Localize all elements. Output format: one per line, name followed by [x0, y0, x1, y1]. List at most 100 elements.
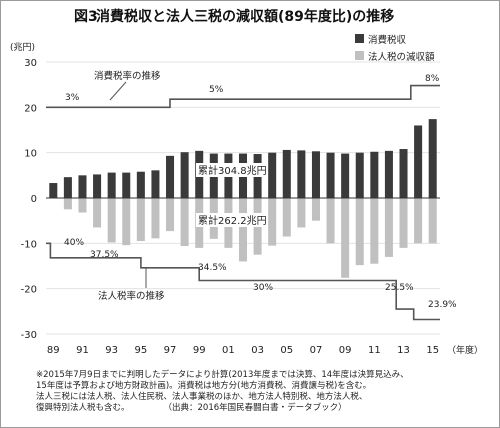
- bar-corporate-95: [136, 198, 145, 242]
- bar-corporate-91: [78, 198, 87, 213]
- y-tick-label: -30: [21, 330, 37, 341]
- corporate-rate-23-9: 23.9%: [428, 300, 457, 310]
- corporate-total-bg: [196, 213, 266, 227]
- x-tick-label: 95: [134, 345, 147, 356]
- bar-consumption-10: [355, 152, 364, 198]
- bar-consumption-90: [63, 177, 72, 198]
- bar-consumption-97: [166, 155, 175, 198]
- consumption-rate-8: 8%: [425, 74, 440, 84]
- axis-layer: 30 20 10 0 -10 -20 -30 (兆円) 89 91 93 95 97 99 01 03 05 07…: [10, 42, 483, 356]
- bar-corporate-97: [166, 198, 175, 232]
- bar-consumption-15: [428, 119, 437, 198]
- x-tick-label: 01: [222, 345, 235, 356]
- x-tick-label: 07: [310, 345, 323, 356]
- y-tick-label: 30: [24, 58, 37, 69]
- bar-consumption-91: [78, 175, 87, 198]
- title-bar: 図3 消費税収と法人三税の減収額(89年度比)の推移: [0, 0, 498, 26]
- corporate-total: 累計262.2兆円: [198, 214, 267, 227]
- bar-corporate-04: [268, 198, 277, 246]
- bar-consumption-95: [136, 171, 145, 198]
- bar-corporate-06: [297, 198, 306, 228]
- bar-consumption-92: [93, 174, 102, 198]
- note-line-3: 法人三税には法人税、法人住民税、法人事業税のほか、地方法人特別税、地方法人税、: [36, 392, 368, 402]
- corporate-rate-34-5: 34.5%: [198, 263, 227, 273]
- consumption-label-leader: [109, 81, 127, 101]
- x-tick-label: 89: [47, 345, 60, 356]
- x-tick-label: 93: [105, 345, 118, 356]
- bar-corporate-90: [63, 198, 72, 210]
- x-tick-label: 99: [193, 345, 206, 356]
- corporate-rate-40: 40%: [64, 238, 84, 248]
- bar-corporate-07: [311, 198, 320, 221]
- bar-corporate-13: [399, 198, 408, 248]
- bar-corporate-08: [326, 198, 335, 244]
- bar-corporate-15: [428, 198, 437, 244]
- bar-corporate-11: [370, 198, 379, 264]
- corporate-rate-label: 法人税率の推移: [98, 290, 165, 302]
- bar-consumption-96: [151, 170, 160, 198]
- bar-corporate-02: [238, 198, 248, 262]
- legend-swatch-1: [355, 51, 364, 60]
- bar-consumption-07: [311, 151, 320, 198]
- x-tick-label: 11: [368, 345, 381, 356]
- y-tick-label: 20: [24, 103, 37, 114]
- x-tick-label: 13: [397, 345, 410, 356]
- x-tick-label: 15: [426, 345, 439, 356]
- bar-corporate-94: [122, 198, 131, 246]
- bar-corporate-10: [355, 198, 364, 266]
- y-tick-label: 0: [31, 194, 37, 205]
- bar-consumption-11: [370, 151, 379, 198]
- consumption-rate-label: 消費税率の推移: [94, 70, 161, 82]
- x-tick-label: 09: [339, 345, 352, 356]
- note-line-2: 15年度は予算および地方財政計画)。消費税は地方分(地方消費税、消費譲与税)を含…: [36, 381, 372, 391]
- bar-consumption-12: [384, 150, 393, 198]
- note-line-4: 復興特別法人税も含む。 （出典：2016年国民春闘白書・データブック）: [36, 403, 347, 413]
- bar-consumption-04: [268, 152, 277, 198]
- bar-corporate-05: [282, 198, 291, 237]
- bar-corporate-96: [151, 198, 160, 239]
- bar-consumption-94: [122, 172, 131, 198]
- bar-consumption-13: [399, 149, 408, 198]
- note-line-1: ※2015年7月9日までに判明したデータにより計算(2013年度までは決算、14…: [36, 370, 409, 380]
- consumption-rate-line: [46, 84, 440, 109]
- bar-consumption-89: [49, 183, 58, 198]
- bar-consumption-09: [341, 153, 350, 198]
- legend-swatch-0: [355, 34, 364, 43]
- consumption-total: 累計304.8兆円: [198, 164, 267, 177]
- chart-title: 消費税収と法人三税の減収額(89年度比)の推移: [96, 9, 395, 25]
- x-tick-label: 05: [280, 345, 293, 356]
- bar-corporate-93: [107, 198, 116, 243]
- bar-corporate-98: [180, 198, 189, 247]
- y-unit-label: (兆円): [10, 42, 35, 53]
- bar-corporate-12: [384, 198, 393, 257]
- consumption-rate-3: 3%: [65, 93, 80, 103]
- bar-corporate-14: [414, 198, 423, 244]
- corporate-rate-line: [46, 242, 440, 321]
- x-unit-label: （年度）: [447, 344, 483, 356]
- x-tick-label: 97: [164, 345, 177, 356]
- bar-consumption-14: [414, 125, 423, 198]
- bar-consumption-98: [180, 152, 189, 198]
- consumption-rate-5: 5%: [209, 85, 224, 95]
- rate-layer: [46, 81, 440, 321]
- bar-consumption-08: [326, 152, 335, 198]
- consumption-total-bg: [196, 163, 266, 177]
- bar-consumption-93: [107, 172, 116, 198]
- y-tick-label: -10: [21, 239, 37, 250]
- figure-label: 図3: [74, 9, 98, 25]
- bar-corporate-09: [341, 198, 350, 278]
- legend-label-0: 消費税収: [368, 34, 407, 46]
- corporate-rate-30: 30%: [253, 283, 273, 293]
- y-tick-label: -20: [21, 285, 37, 296]
- label-layer: 3% 5% 8% 消費税率の推移 40% 37.5% 34.5% 30% 25.5% 23.9% 法…: [64, 70, 457, 310]
- bar-corporate-92: [93, 198, 102, 228]
- corporate-rate-25-5: 25.5%: [385, 283, 414, 293]
- bar-consumption-06: [297, 150, 306, 198]
- legend-label-1: 法人税の減収額: [368, 51, 435, 63]
- x-tick-label: 03: [251, 345, 264, 356]
- corporate-rate-37-5: 37.5%: [90, 250, 119, 260]
- bar-consumption-05: [282, 149, 291, 198]
- y-tick-label: 10: [24, 149, 37, 160]
